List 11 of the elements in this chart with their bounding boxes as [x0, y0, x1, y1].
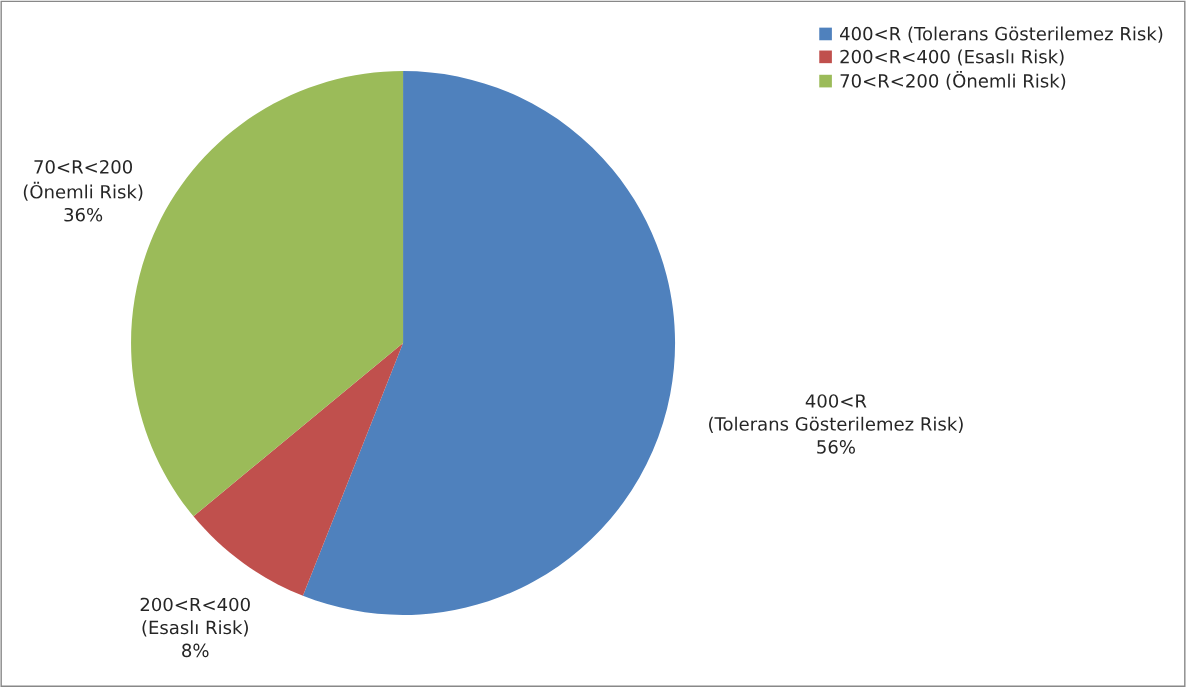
- data-label: 8%: [182, 643, 209, 658]
- legend-label: 70<R<200 (Önemli Risk): [840, 70, 1066, 90]
- legend-label: 400<R (Tolerans Gösterilemez Risk): [840, 26, 1163, 43]
- slice-label: 400<R (Tolerans Gösterilemez Risk): [709, 394, 963, 433]
- legend-label: 200<R<400 (Esaslı Risk): [840, 49, 1064, 66]
- data-label: 56%: [817, 440, 855, 454]
- data-label: 36%: [64, 207, 103, 222]
- slice-label: 70<R<200 (Önemli Risk): [23, 160, 143, 201]
- slice-label: 200<R<400 (Esaslı Risk): [140, 597, 250, 637]
- pie-slice: [302, 70, 676, 615]
- pie-slice: [193, 342, 404, 596]
